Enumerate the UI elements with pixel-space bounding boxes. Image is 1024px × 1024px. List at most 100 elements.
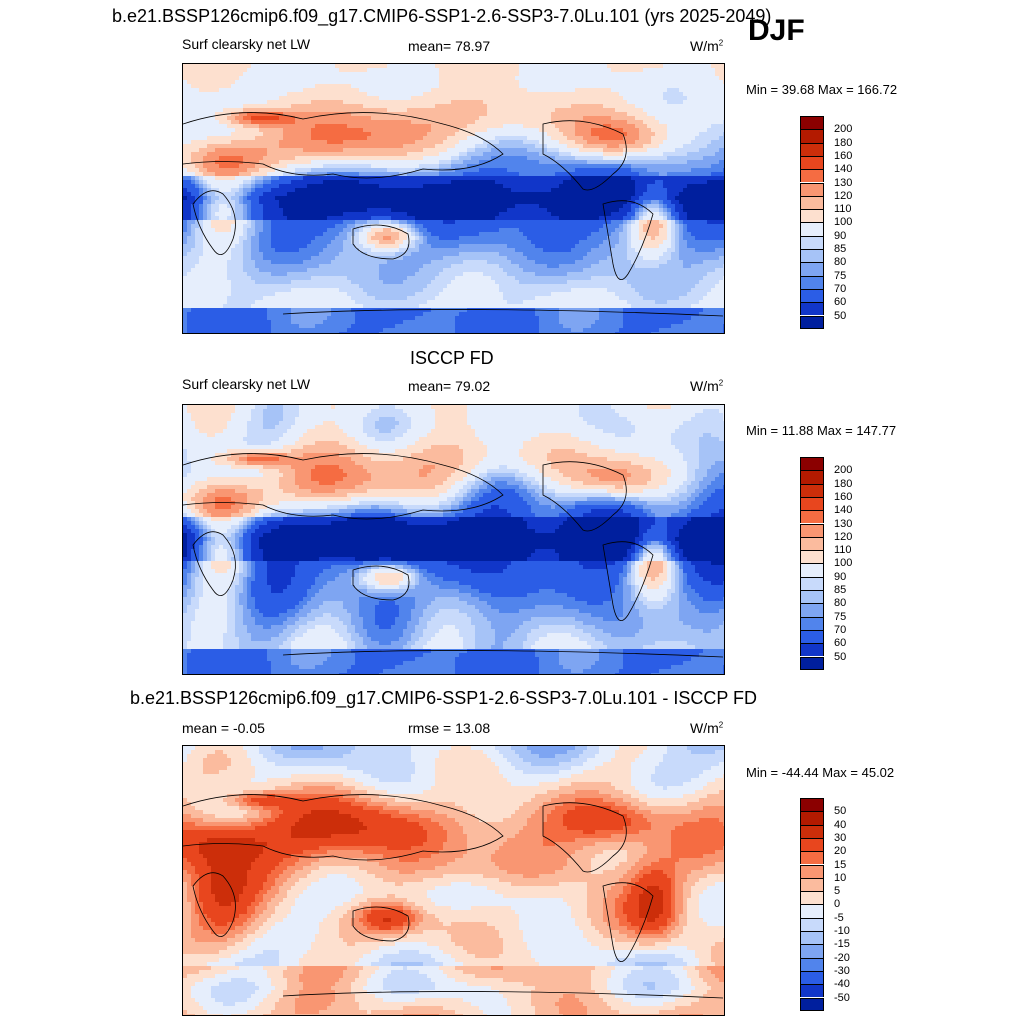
contour-cell (311, 192, 316, 197)
contour-cell (639, 64, 644, 69)
contour-cell (531, 188, 536, 193)
contour-cell (623, 160, 628, 165)
contour-cell (335, 72, 340, 77)
contour-cell (399, 112, 404, 117)
contour-cell (535, 168, 540, 173)
contour-cell (539, 140, 544, 145)
contour-cell (707, 184, 712, 189)
contour-cell (451, 88, 456, 93)
contour-cell (531, 156, 536, 161)
contour-cell (443, 156, 448, 161)
contour-cell (711, 96, 716, 101)
contour-cell (567, 108, 572, 113)
contour-cell (315, 136, 320, 141)
contour-cell (235, 152, 240, 157)
contour-cell (659, 64, 664, 69)
contour-cell (491, 76, 496, 81)
contour-cell (251, 112, 256, 117)
contour-cell (643, 120, 648, 125)
contour-cell (319, 104, 324, 109)
contour-cell (619, 132, 624, 137)
contour-cell (399, 192, 404, 197)
contour-cell (575, 72, 580, 77)
contour-cell (491, 128, 496, 133)
contour-cell (571, 112, 576, 117)
contour-cell (375, 108, 380, 113)
contour-cell (523, 84, 528, 89)
contour-cell (203, 204, 208, 209)
contour-cell (255, 96, 260, 101)
contour-cell (219, 120, 224, 125)
contour-cell (571, 184, 576, 189)
contour-cell (355, 204, 360, 209)
contour-cell (483, 204, 488, 209)
contour-cell (395, 168, 400, 173)
contour-cell (507, 192, 512, 197)
contour-cell (455, 132, 460, 137)
contour-cell (407, 180, 412, 185)
contour-cell (259, 144, 264, 149)
contour-cell (431, 96, 436, 101)
contour-cell (299, 172, 304, 177)
contour-cell (631, 92, 636, 97)
contour-cell (527, 72, 532, 77)
contour-cell (183, 96, 188, 101)
contour-cell (327, 160, 332, 165)
contour-cell (627, 148, 632, 153)
contour-cell (483, 80, 488, 85)
contour-cell (479, 184, 484, 189)
contour-cell (607, 84, 612, 89)
contour-cell (607, 104, 612, 109)
contour-cell (667, 200, 672, 205)
contour-cell (367, 68, 372, 73)
contour-cell (211, 116, 216, 121)
contour-cell (587, 204, 592, 209)
contour-cell (531, 80, 536, 85)
contour-cell (399, 104, 404, 109)
contour-cell (383, 108, 388, 113)
contour-cell (587, 64, 592, 69)
contour-cell (415, 152, 420, 157)
contour-cell (615, 92, 620, 97)
contour-cell (687, 172, 692, 177)
contour-cell (671, 168, 676, 173)
contour-cell (371, 88, 376, 93)
contour-cell (491, 72, 496, 77)
contour-cell (291, 72, 296, 77)
contour-cell (663, 200, 668, 205)
contour-cell (467, 184, 472, 189)
contour-cell (447, 136, 452, 141)
contour-cell (475, 188, 480, 193)
contour-cell (627, 156, 632, 161)
contour-cell (435, 88, 440, 93)
contour-cell (375, 152, 380, 157)
contour-cell (299, 180, 304, 185)
contour-cell (699, 100, 704, 105)
contour-cell (455, 136, 460, 141)
contour-cell (651, 160, 656, 165)
contour-cell (579, 88, 584, 93)
contour-cell (291, 128, 296, 133)
contour-cell (215, 136, 220, 141)
contour-cell (183, 124, 188, 129)
contour-cell (295, 100, 300, 105)
contour-cell (519, 80, 524, 85)
contour-cell (715, 188, 720, 193)
contour-cell (667, 188, 672, 193)
contour-cell (487, 84, 492, 89)
contour-cell (655, 204, 660, 209)
contour-cell (543, 96, 548, 101)
contour-cell (243, 168, 248, 173)
contour-cell (671, 152, 676, 157)
contour-cell (347, 108, 352, 113)
contour-cell (631, 192, 636, 197)
contour-cell (703, 160, 708, 165)
contour-cell (595, 124, 600, 129)
contour-cell (595, 184, 600, 189)
contour-cell (443, 112, 448, 117)
contour-cell (643, 116, 648, 121)
contour-cell (691, 200, 696, 205)
contour-cell (619, 104, 624, 109)
contour-cell (415, 120, 420, 125)
contour-cell (207, 76, 212, 81)
